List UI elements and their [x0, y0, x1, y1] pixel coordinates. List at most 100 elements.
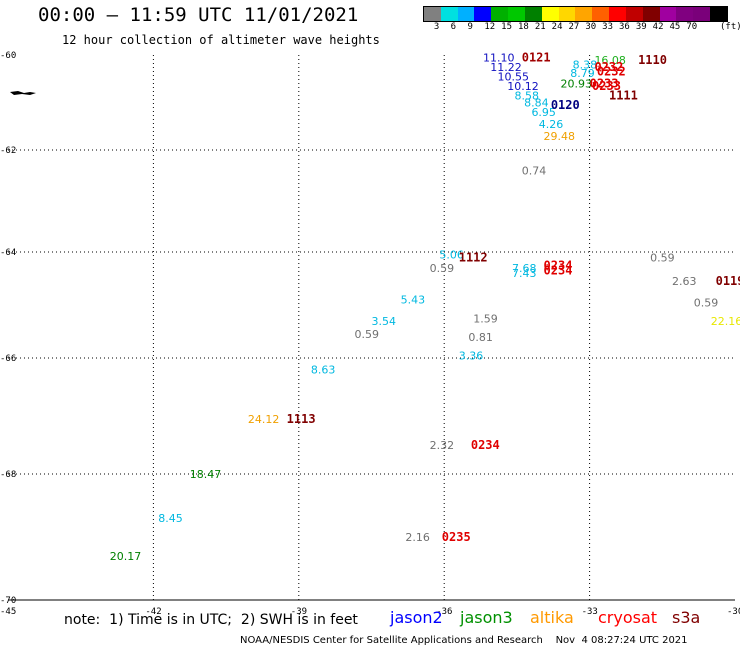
pass-time-label: 0120: [551, 98, 580, 112]
pass-time-label: 0119: [716, 274, 740, 288]
colorbar-label: 39: [635, 22, 647, 32]
wave-height-label: 4.26: [539, 118, 564, 131]
colorbar-swatch: [457, 7, 475, 21]
y-tick-label: -60: [0, 51, 16, 61]
pass-time-label: 0234: [471, 438, 500, 452]
wave-height-label: 0.59: [430, 262, 455, 275]
colorbar-label: (ft): [720, 22, 740, 32]
wave-height-label: 8.58: [514, 89, 539, 102]
colorbar-label: 15: [501, 22, 512, 32]
wave-height-label: 7.43: [512, 267, 537, 280]
footer-credit: NOAA/NESDIS Center for Satellite Applica…: [240, 635, 688, 646]
colorbar-swatch: [558, 7, 576, 21]
wave-height-label: 20.17: [110, 550, 142, 563]
colorbar-swatch: [424, 7, 441, 21]
colorbar-swatch: [625, 7, 643, 21]
colorbar-swatch: [474, 7, 492, 21]
wave-height-label: 8.79: [570, 67, 595, 80]
wave-height-label: 2.32: [430, 439, 455, 452]
colorbar-label: 70: [686, 22, 698, 32]
pass-time-label: 0232: [594, 60, 623, 74]
wave-height-label: 10.55: [498, 70, 529, 83]
y-tick-label: -70: [0, 596, 16, 606]
x-tick-label: -30: [727, 607, 740, 617]
note-text: note: 1) Time is in UTC; 2) SWH is in fe…: [64, 612, 358, 628]
pass-time-label: 1113: [287, 412, 316, 426]
colorbar-swatch: [491, 7, 509, 21]
wave-height-label: 8.38: [573, 59, 598, 72]
legend-item-jason3: jason3: [460, 608, 513, 627]
pass-time-label: 0232: [597, 65, 626, 79]
colorbar-swatch: [541, 7, 559, 21]
y-tick-label: -66: [0, 354, 16, 364]
colorbar-swatch: [659, 7, 677, 21]
wave-height-label: 6.95: [531, 106, 556, 119]
x-tick-label: -39: [291, 607, 307, 617]
colorbar-swatch: [592, 7, 610, 21]
pass-time-label: 1110: [638, 53, 667, 67]
wave-height-label: 0.74: [522, 164, 547, 177]
colorbar-swatch: [508, 7, 525, 21]
wave-height-label: 11.22: [490, 61, 522, 74]
land-island: [10, 91, 36, 95]
colorbar-label: 36: [619, 22, 630, 32]
wave-height-label: 29.48: [544, 130, 576, 143]
colorbar-label: 9: [467, 22, 473, 32]
colorbar-swatch: [440, 7, 458, 21]
pass-time-label: 0121: [522, 50, 551, 64]
colorbar-label: 42: [652, 22, 664, 32]
wave-height-label: 1.59: [473, 312, 498, 325]
wave-height-label: 2.16: [405, 531, 430, 544]
map-subtitle: 12 hour collection of altimeter wave hei…: [62, 33, 380, 47]
wave-height-label: 5.06: [439, 249, 464, 262]
colorbar-swatch: [676, 7, 694, 21]
pass-time-label: 0233: [592, 79, 621, 93]
pass-time-label: 1111: [609, 88, 638, 102]
colorbar-swatch: [642, 7, 660, 21]
pass-time-label: 0235: [442, 530, 471, 544]
legend-item-jason2: jason2: [390, 608, 443, 627]
wave-height-label: 10.12: [507, 80, 539, 93]
wave-height-label: 18.47: [190, 468, 222, 481]
wave-height-label: 16.08: [594, 54, 626, 67]
wave-height-label: 7.68: [512, 262, 537, 275]
colorbar-label: 33: [602, 22, 613, 32]
wave-height-colorbar: [423, 6, 728, 22]
colorbar-label: 18: [518, 22, 529, 32]
y-tick-label: -62: [0, 146, 16, 156]
colorbar-swatch: [609, 7, 626, 21]
legend-item-s3a: s3a: [672, 608, 701, 627]
x-tick-label: -45: [0, 607, 16, 617]
colorbar-label: 24: [551, 22, 563, 32]
colorbar-label: 6: [450, 22, 457, 32]
wave-height-label: 3.54: [372, 315, 397, 328]
colorbar-label: 45: [669, 22, 681, 32]
wave-height-label: 20.93: [561, 78, 593, 91]
wave-height-label: 24.12: [248, 413, 280, 426]
colorbar-labels: 3 6 9 12 15 18 21 24 27 30 33 36 39 42 45 70 (ft): [0, 22, 740, 36]
colorbar-swatch: [693, 7, 711, 21]
y-tick-label: -68: [0, 470, 16, 480]
x-tick-label: -36: [436, 607, 452, 617]
pass-time-label: 1112: [459, 250, 488, 264]
colorbar-swatch: [710, 7, 727, 21]
colorbar-swatch: [575, 7, 593, 21]
wave-height-label: 8.45: [158, 512, 183, 525]
legend-item-cryosat: cryosat: [598, 608, 658, 627]
x-tick-label: -42: [145, 607, 161, 617]
pass-time-label: 0234: [544, 264, 573, 278]
colorbar-label: 21: [534, 22, 546, 32]
wave-height-label: 0.59: [694, 296, 719, 309]
wave-height-label: 0.59: [355, 328, 380, 341]
wave-height-label: 0.59: [650, 251, 675, 264]
pass-time-label: 0233: [590, 77, 619, 91]
colorbar-label: 30: [585, 22, 597, 32]
wave-height-label: 8.63: [311, 364, 336, 377]
wave-height-label: 0.81: [468, 331, 493, 344]
colorbar-swatch: [524, 7, 542, 21]
map-title: 00:00 – 11:59 UTC 11/01/2021: [38, 4, 359, 26]
colorbar-label: 27: [568, 22, 580, 32]
colorbar-label: 12: [484, 22, 496, 32]
